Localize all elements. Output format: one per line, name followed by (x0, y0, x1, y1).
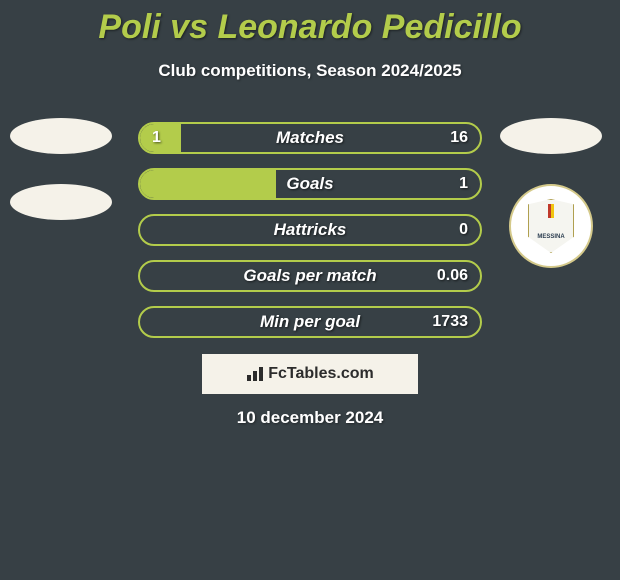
stat-right-value: 16 (450, 124, 468, 152)
stat-bar: Hattricks0 (138, 214, 482, 246)
left-country-badge-placeholder (10, 118, 112, 154)
stat-bar: Min per goal1733 (138, 306, 482, 338)
stat-bar: 1Matches16 (138, 122, 482, 154)
stat-label: Hattricks (140, 216, 480, 244)
brand-badge: FcTables.com (202, 354, 418, 394)
stat-right-value: 1 (459, 170, 468, 198)
right-country-badge-placeholder (500, 118, 602, 154)
bar-chart-icon (246, 367, 264, 381)
stat-label: Matches (140, 124, 480, 152)
left-club-badge-placeholder (10, 184, 112, 220)
comparison-bars: 1Matches16Goals1Hattricks0Goals per matc… (138, 122, 482, 352)
snapshot-date: 10 december 2024 (0, 408, 620, 428)
stat-bar: Goals per match0.06 (138, 260, 482, 292)
stat-right-value: 0.06 (437, 262, 468, 290)
comparison-title: Poli vs Leonardo Pedicillo (0, 0, 620, 47)
left-player-badges (10, 118, 112, 220)
stat-label: Min per goal (140, 308, 480, 336)
stat-label: Goals per match (140, 262, 480, 290)
messina-shield-icon (528, 199, 574, 253)
right-club-badge (509, 184, 593, 268)
brand-text: FcTables.com (268, 365, 374, 383)
stat-bar: Goals1 (138, 168, 482, 200)
comparison-subtitle: Club competitions, Season 2024/2025 (0, 61, 620, 81)
stat-right-value: 0 (459, 216, 468, 244)
stat-right-value: 1733 (432, 308, 468, 336)
stat-label: Goals (140, 170, 480, 198)
right-player-badges (500, 118, 602, 268)
